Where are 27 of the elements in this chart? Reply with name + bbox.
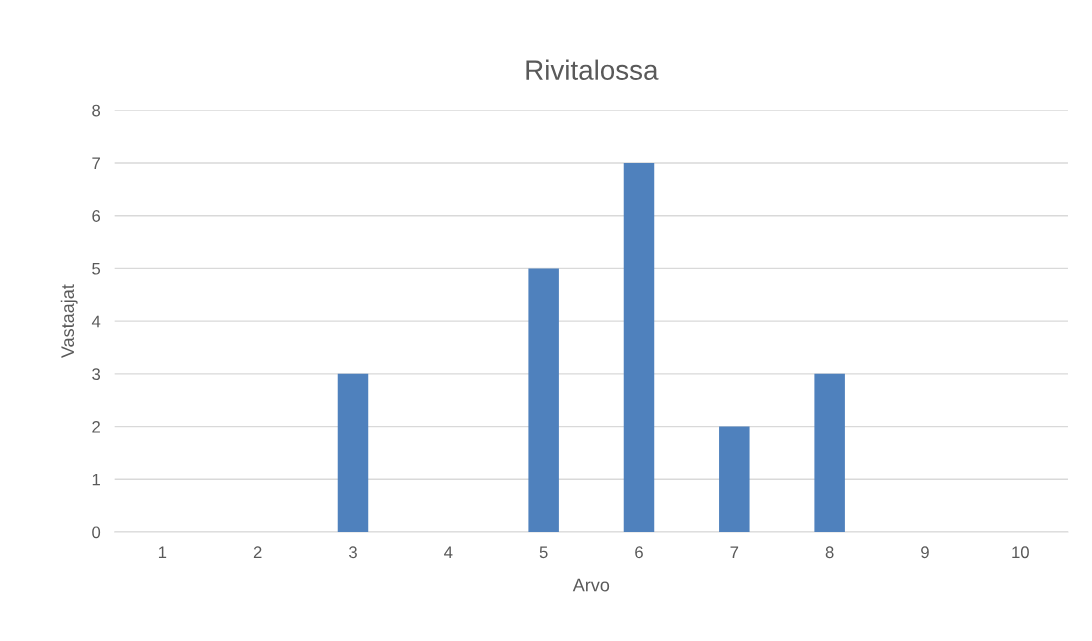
y-tick-label: 1 (92, 473, 100, 486)
y-tick-label: 3 (92, 368, 101, 381)
x-tick-label: 9 (921, 546, 929, 559)
y-tick-label: 7 (92, 157, 100, 170)
bar (719, 426, 750, 533)
bar (528, 268, 559, 533)
x-axis-title: Arvo (572, 578, 610, 592)
x-tick-label: 1 (158, 546, 167, 558)
x-tick-label: 4 (444, 546, 453, 558)
bar (623, 162, 655, 533)
y-tick-label: 0 (92, 526, 101, 539)
y-axis-title: Vastaajat (60, 284, 78, 359)
chart-title: Rivitalossa (526, 59, 659, 80)
x-tick-label: 3 (348, 546, 357, 559)
x-tick-label: 2 (253, 546, 262, 558)
y-tick-label: 4 (91, 315, 101, 328)
x-tick-label: 6 (635, 546, 643, 559)
y-tick-label: 5 (92, 262, 101, 275)
y-tick-label: 6 (92, 210, 101, 222)
y-tick-label: 8 (92, 104, 101, 117)
y-tick-label: 2 (92, 420, 100, 433)
x-tick-label: 5 (539, 546, 548, 559)
bar (337, 373, 369, 533)
bar (814, 373, 845, 533)
x-tick-label: 7 (730, 546, 739, 558)
x-tick-label: 8 (825, 546, 834, 559)
x-tick-label: 10 (1012, 546, 1029, 559)
